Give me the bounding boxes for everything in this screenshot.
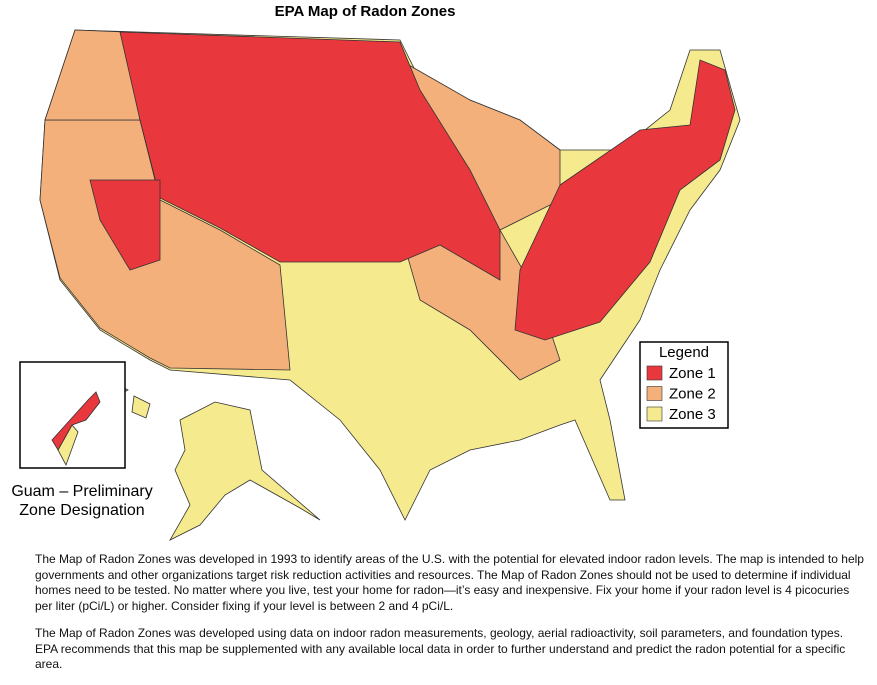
legend-swatch bbox=[646, 365, 663, 381]
paragraph: The Map of Radon Zones was developed usi… bbox=[35, 626, 846, 671]
notes: The Map of Radon Zones was developed in … bbox=[35, 552, 865, 685]
paragraph: The Map of Radon Zones was developed in … bbox=[35, 552, 864, 613]
legend: Legend Zone 1 Zone 2 Zone 3 bbox=[639, 341, 729, 429]
legend-label: Zone 1 bbox=[669, 365, 716, 382]
legend-label: Zone 2 bbox=[669, 385, 716, 402]
guam-inset bbox=[19, 361, 126, 469]
region bbox=[399, 229, 561, 381]
map: EPA Map of Radon Zones Guam – Preliminar… bbox=[11, 3, 741, 541]
legend-swatch bbox=[646, 386, 663, 401]
guam bbox=[51, 391, 101, 451]
title: EPA Map of Radon Zones bbox=[275, 3, 456, 20]
legend-label: Zone 3 bbox=[669, 406, 716, 423]
island bbox=[131, 395, 151, 419]
legend-swatch bbox=[646, 406, 663, 422]
inset-label: Guam – Preliminary bbox=[11, 483, 152, 500]
legend-title: Legend bbox=[659, 344, 709, 361]
region bbox=[89, 179, 161, 271]
inset-label: Zone Designation bbox=[19, 502, 144, 519]
region bbox=[514, 59, 736, 341]
alaska bbox=[168, 401, 321, 541]
contiguous-us bbox=[39, 29, 741, 521]
